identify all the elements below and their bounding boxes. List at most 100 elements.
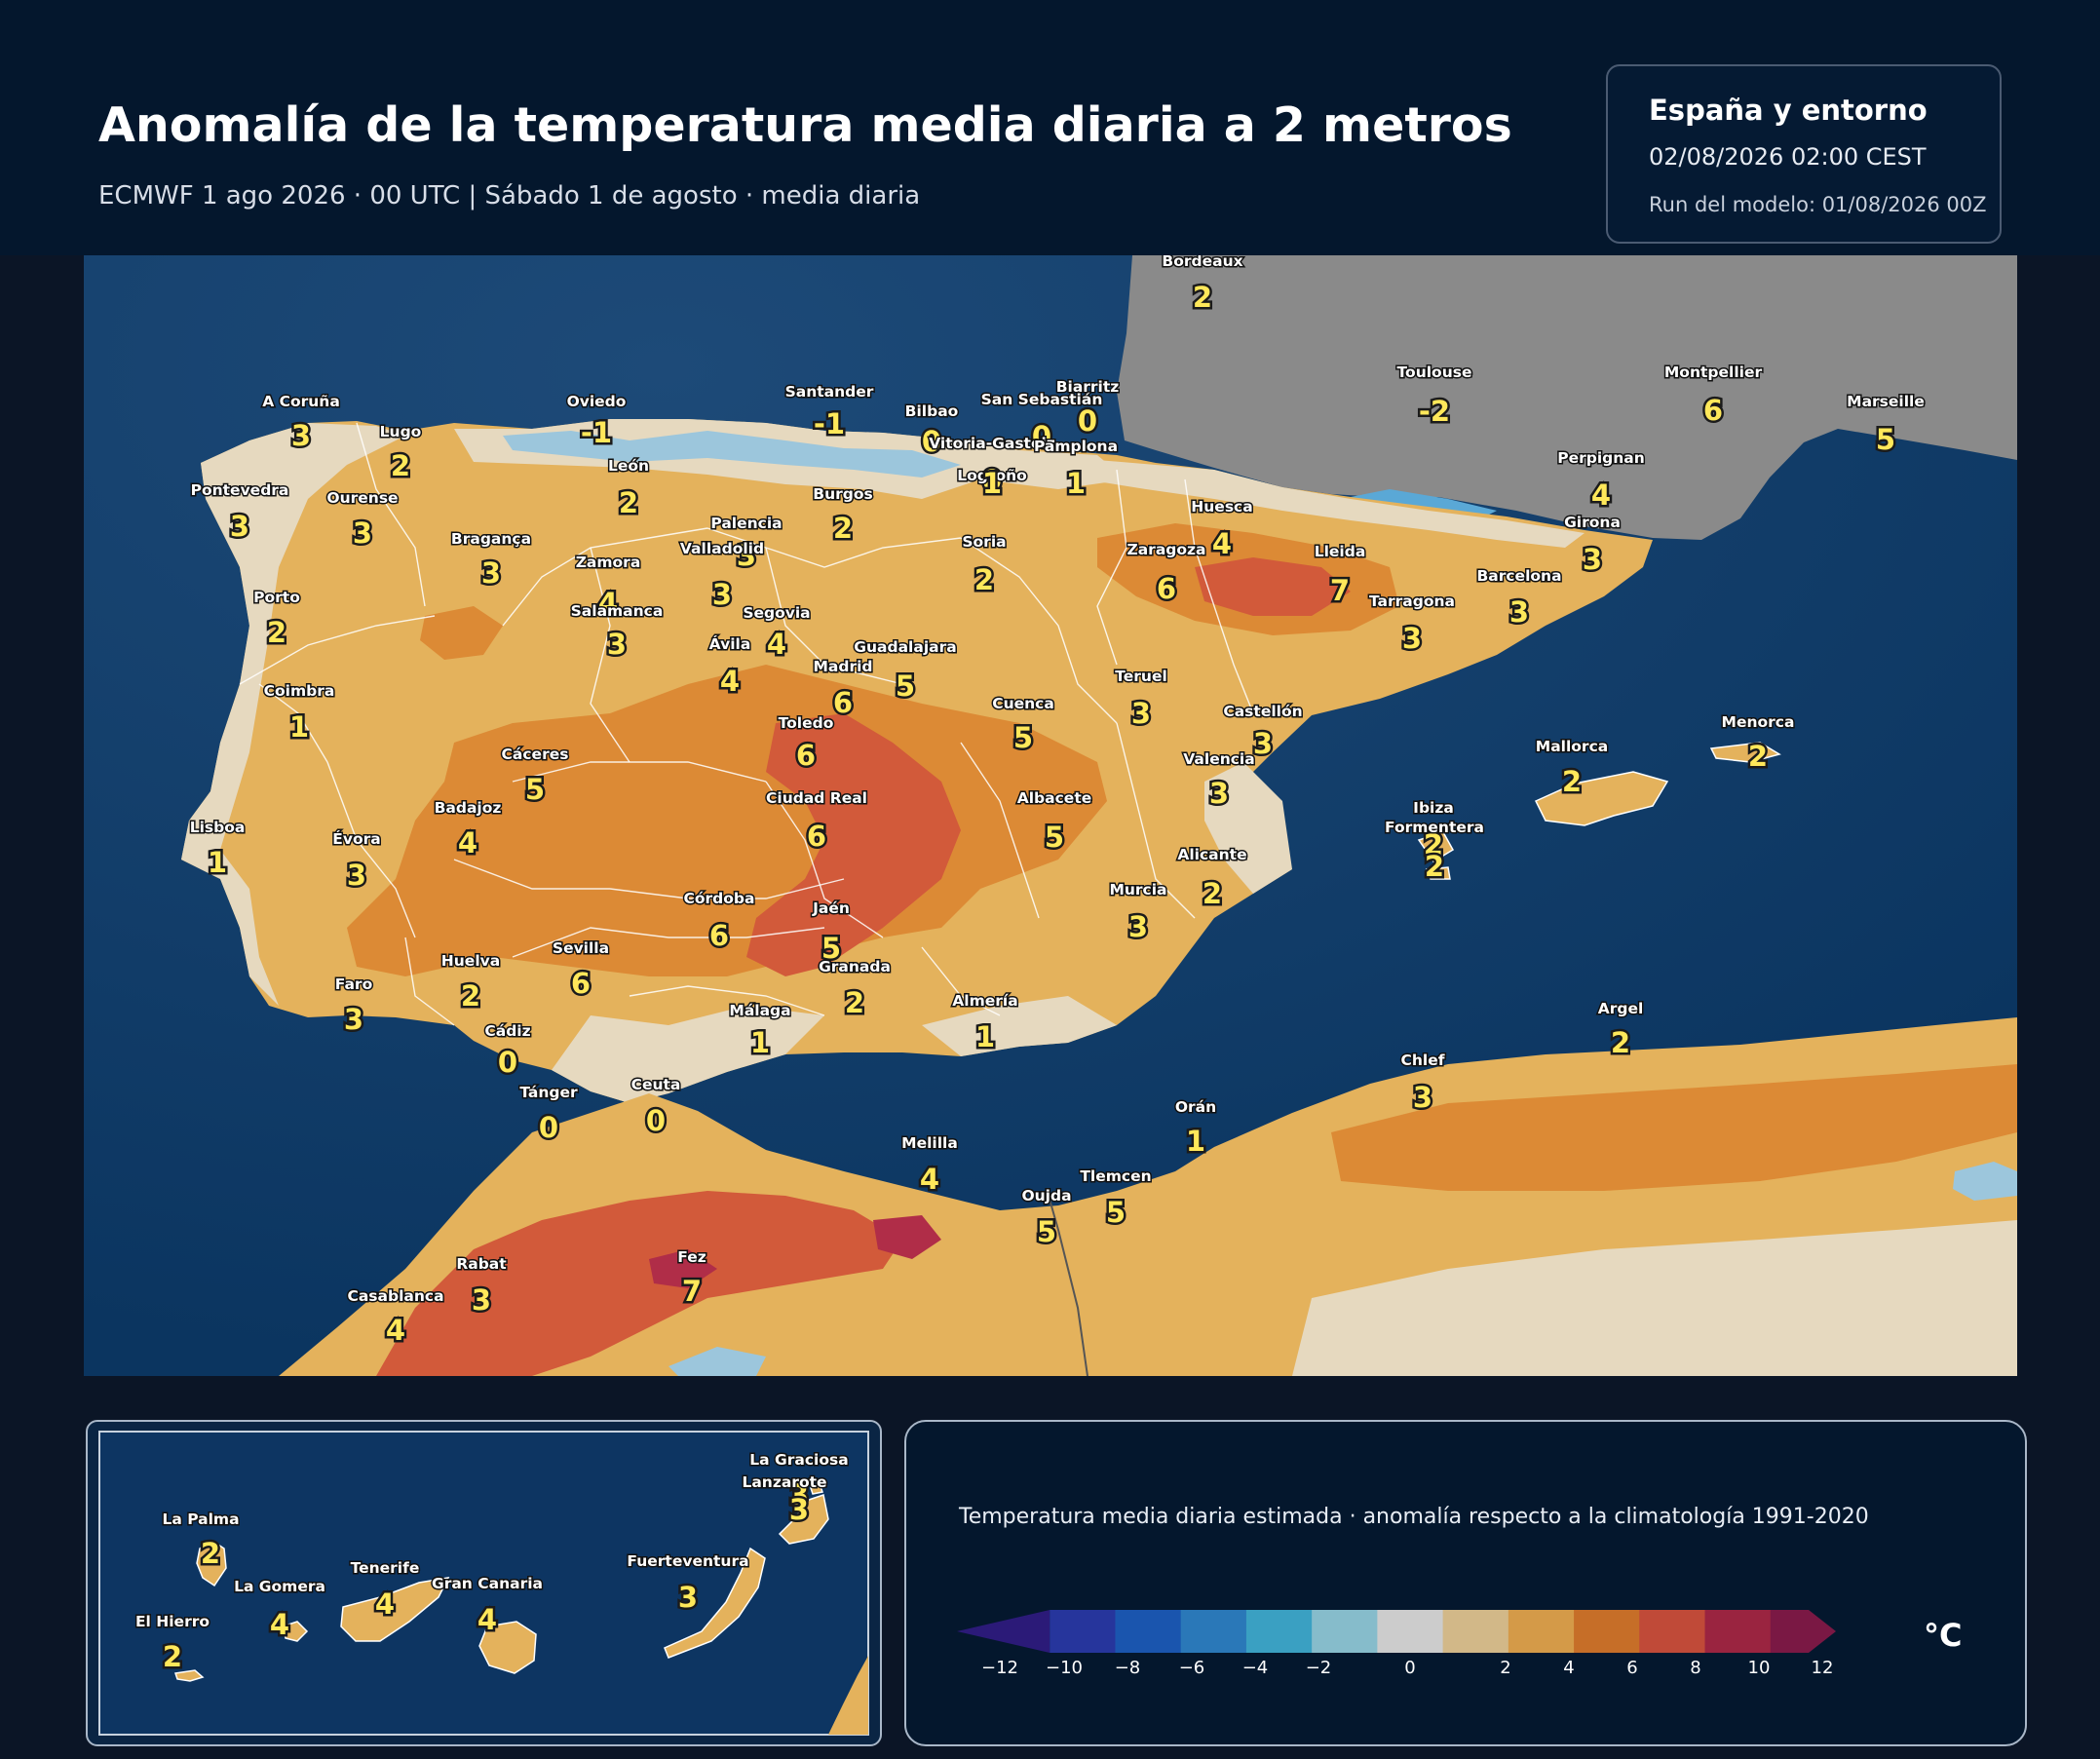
city-granada[interactable]: Granada 2 [818, 957, 893, 1022]
city-soria[interactable]: Soria 2 [961, 532, 1008, 599]
city-montpellier[interactable]: Montpellier 6 [1662, 363, 1764, 430]
city-avila[interactable]: Ávila 4 [707, 633, 752, 701]
city-evora[interactable]: Évora 3 [331, 828, 382, 895]
city-cadiz[interactable]: Cádiz 0 [483, 1021, 532, 1082]
city-huelva[interactable]: Huelva 2 [439, 951, 501, 1015]
city-alicante[interactable]: Alicante 2 [1176, 845, 1248, 913]
city-ibiza[interactable]: Ibiza 2 [1412, 798, 1456, 864]
city-pontevedra[interactable]: Pontevedra 3 [189, 480, 290, 546]
city-braganca[interactable]: Bragança 3 [449, 529, 532, 593]
city-biarritz[interactable]: Biarritz 0 [1054, 377, 1121, 440]
island-gran-canaria[interactable]: Gran Canaria 4 [430, 1574, 544, 1639]
city-bilbao[interactable]: Bilbao 0 [903, 402, 960, 461]
city-perpignan[interactable]: Perpignan 4 [1556, 448, 1647, 515]
city-leon[interactable]: León 2 [606, 456, 650, 522]
city-sevilla[interactable]: Sevilla 6 [551, 938, 610, 1003]
city-girona[interactable]: Girona 3 [1563, 513, 1623, 579]
city-marseille[interactable]: Marseille 5 [1846, 392, 1927, 459]
morocco-cool-spot [668, 1347, 766, 1376]
anomaly-value: 5 [1106, 1196, 1126, 1229]
island-el-hierro[interactable]: El Hierro 2 [134, 1612, 210, 1676]
canary-islands-inset[interactable]: La Graciosa 3 Lanzarote 3 La Palma 2 Tenerife 4… [86, 1420, 882, 1746]
city-madrid[interactable]: Madrid 6 [812, 657, 874, 722]
city-caceres[interactable]: Cáceres 5 [500, 745, 570, 809]
city-badajoz[interactable]: Badajoz 4 [433, 798, 503, 862]
city-cordoba[interactable]: Córdoba 6 [682, 889, 756, 955]
island-fuerteventura[interactable]: Fuerteventura 3 [626, 1551, 750, 1617]
city-toulouse[interactable]: Toulouse -2 [1395, 363, 1473, 431]
city-ceuta[interactable]: Ceuta 0 [630, 1075, 682, 1140]
city-porto[interactable]: Porto 2 [252, 588, 302, 652]
city-palencia[interactable]: Palencia 3 [709, 514, 783, 575]
city-valencia[interactable]: Valencia 3 [1182, 749, 1256, 813]
city-lisboa[interactable]: Lisboa 1 [188, 818, 247, 882]
colorbar-tick: −4 [1242, 1658, 1269, 1677]
city-rabat[interactable]: Rabat 3 [455, 1254, 509, 1319]
city-label: Rabat [456, 1255, 507, 1273]
anomaly-value: 0 [539, 1111, 558, 1144]
city-chlef[interactable]: Chlef 3 [1399, 1051, 1446, 1117]
anomaly-value: 1 [289, 710, 309, 744]
city-mallorca[interactable]: Mallorca 2 [1534, 737, 1609, 801]
city-burgos[interactable]: Burgos 2 [812, 484, 874, 548]
city-melilla[interactable]: Melilla 4 [900, 1133, 960, 1199]
city-tanger[interactable]: Tánger 0 [518, 1083, 580, 1147]
city-salamanca[interactable]: Salamanca 3 [569, 601, 665, 664]
city-toledo[interactable]: Toledo 6 [777, 713, 835, 775]
city-cuenca[interactable]: Cuenca 5 [991, 694, 1056, 757]
city-bordeaux[interactable]: Bordeaux 2 [1161, 255, 1244, 317]
anomaly-value: 2 [1193, 281, 1212, 314]
city-label: Pontevedra [191, 481, 289, 499]
city-ourense[interactable]: Ourense 3 [325, 488, 400, 553]
city-casablanca[interactable]: Casablanca 4 [346, 1286, 445, 1350]
info-box: España y entorno 02/08/2026 02:00 CEST R… [1606, 64, 2002, 244]
city-oran[interactable]: Orán 1 [1173, 1097, 1217, 1161]
island-tenerife[interactable]: Tenerife 4 [349, 1558, 421, 1624]
city-lugo[interactable]: Lugo 2 [378, 422, 423, 485]
city-santander[interactable]: Santander -1 [783, 382, 875, 443]
colorbar-tick: 12 [1812, 1658, 1834, 1677]
city-zaragoza[interactable]: Zaragoza 6 [1126, 540, 1207, 608]
city-almeria[interactable]: Almería 1 [951, 991, 1019, 1056]
city-jaen[interactable]: Jaén 5 [811, 899, 852, 968]
city-albacete[interactable]: Albacete 5 [1015, 788, 1093, 857]
island-label: La Graciosa [749, 1451, 848, 1469]
island-la-graciosa[interactable]: La Graciosa 3 [748, 1450, 850, 1514]
main-map[interactable]: Bordeaux 2 A Coruña 3 Oviedo -1 Santander -1 Bil… [84, 255, 2017, 1376]
city-murcia[interactable]: Murcia 3 [1108, 880, 1168, 946]
city-segovia[interactable]: Segovia 4 [742, 603, 812, 664]
city-malaga[interactable]: Málaga 1 [728, 1001, 792, 1062]
city-tarragona[interactable]: Tarragona 3 [1367, 592, 1456, 658]
city-oviedo[interactable]: Oviedo -1 [565, 392, 628, 452]
city-label: Biarritz [1056, 378, 1120, 396]
city-barcelona[interactable]: Barcelona 3 [1475, 566, 1563, 631]
anomaly-value: 3 [678, 1581, 698, 1614]
city-coimbra[interactable]: Coimbra 1 [262, 681, 336, 746]
city-menorca[interactable]: Menorca 2 [1720, 712, 1796, 776]
city-label: Orán [1175, 1098, 1216, 1116]
island-la-palma[interactable]: La Palma 2 [161, 1510, 241, 1573]
city-guadalajara[interactable]: Guadalajara 5 [853, 637, 958, 706]
city-zamora[interactable]: Zamora 4 [574, 553, 642, 623]
city-pamplona[interactable]: Pamplona 1 [1032, 437, 1119, 503]
city-oujda[interactable]: Oujda 5 [1020, 1186, 1073, 1251]
city-huesca[interactable]: Huesca 4 [1190, 497, 1254, 563]
city-teruel[interactable]: Teruel 3 [1114, 667, 1169, 733]
city-faro[interactable]: Faro 3 [333, 975, 373, 1039]
city-a-coruna[interactable]: A Coruña 3 [261, 392, 342, 455]
city-vitoria-gasteiz[interactable]: Vitoria-Gasteiz 0 [928, 434, 1057, 500]
island-la-gomera[interactable]: La Gomera 4 [233, 1577, 327, 1644]
city-castellon[interactable]: Castellón 3 [1222, 702, 1304, 763]
city-ciudad-real[interactable]: Ciudad Real 6 [765, 788, 869, 856]
city-lleida[interactable]: Lleida 7 [1313, 542, 1367, 610]
city-argel[interactable]: Argel 2 [1596, 999, 1645, 1062]
anomaly-value: -1 [581, 416, 612, 449]
city-tlemcen[interactable]: Tlemcen 5 [1079, 1166, 1153, 1232]
city-fez[interactable]: Fez 7 [676, 1247, 708, 1311]
city-label: León [608, 457, 649, 475]
